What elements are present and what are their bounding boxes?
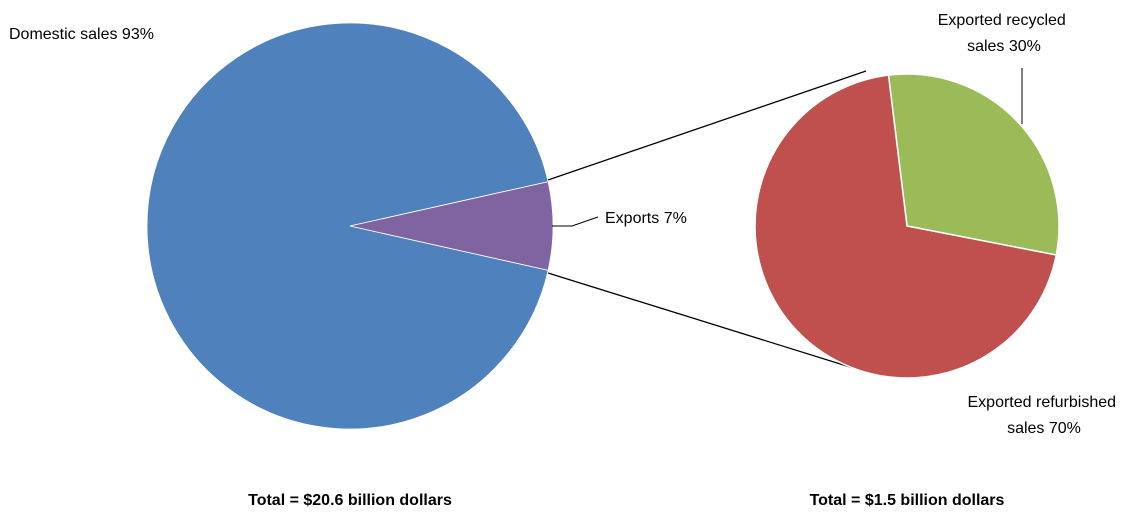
pie-slice-exported-refurbished xyxy=(754,74,1058,379)
main-pie xyxy=(146,22,554,430)
connector-line-top xyxy=(547,70,867,181)
connector-line-bottom xyxy=(547,272,867,373)
pie-slice-domestic-sales xyxy=(146,22,549,430)
data-label-exported-refurbished: Exported refurbished sales 70% xyxy=(968,394,1121,437)
secondary-pie xyxy=(754,73,1060,379)
data-label-exports: Exports 7% xyxy=(605,210,687,227)
secondary-pie-total-label: Total = $1.5 billion dollars xyxy=(810,492,1005,509)
main-pie-total-label: Total = $20.6 billion dollars xyxy=(248,492,452,509)
data-label-domestic-sales: Domestic sales 93% xyxy=(9,26,154,43)
leader-line-exports xyxy=(552,216,599,227)
data-label-exported-recycled: Exported recycled sales 30% xyxy=(938,12,1071,55)
pie-slice-exported-recycled xyxy=(887,73,1060,256)
